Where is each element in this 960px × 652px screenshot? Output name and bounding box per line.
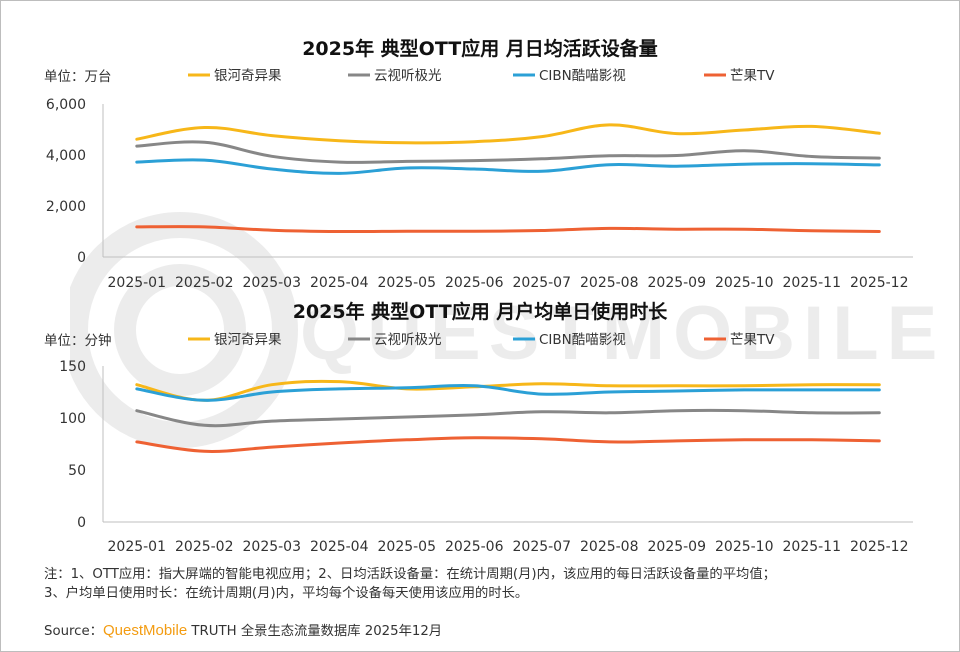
source-line: Source：QuestMobile TRUTH 全景生态流量数据库 2025年… xyxy=(44,620,442,639)
legend-label: 芒果TV xyxy=(730,68,775,84)
x-tick-label: 2025-09 xyxy=(648,539,707,555)
legend-label: CIBN酷喵影视 xyxy=(539,332,626,348)
unit-label: 单位：万台 xyxy=(44,69,112,85)
x-tick-label: 2025-11 xyxy=(783,275,842,291)
x-tick-label: 2025-08 xyxy=(580,539,639,555)
source-suffix: TRUTH 全景生态流量数据库 2025年12月 xyxy=(187,624,443,639)
x-tick-label: 2025-05 xyxy=(378,275,437,291)
x-tick-label: 2025-02 xyxy=(175,275,234,291)
series-line xyxy=(135,158,881,175)
x-tick-label: 2025-07 xyxy=(513,539,572,555)
x-tick-label: 2025-06 xyxy=(445,275,504,291)
legend-label: 云视听极光 xyxy=(374,68,442,84)
x-tick-label: 2025-12 xyxy=(850,275,909,291)
chart-title: 2025年 典型OTT应用 月户均单日使用时长 xyxy=(293,300,669,323)
chart-title: 2025年 典型OTT应用 月日均活跃设备量 xyxy=(302,37,658,60)
x-tick-label: 2025-10 xyxy=(715,539,774,555)
unit-label: 单位：分钟 xyxy=(44,332,112,349)
x-tick-label: 2025-01 xyxy=(108,539,167,555)
footnote-line-1: 注：1、OTT应用：指大屏端的智能电视应用；2、日均活跃设备量：在统计周期(月)… xyxy=(44,567,776,582)
x-tick-label: 2025-03 xyxy=(243,539,302,555)
legend-label: 云视听极光 xyxy=(374,332,442,348)
x-tick-label: 2025-10 xyxy=(715,275,774,291)
legend-label: CIBN酷喵影视 xyxy=(539,68,626,84)
y-tick-label: 2,000 xyxy=(46,199,86,215)
y-tick-label: 0 xyxy=(77,515,86,531)
x-tick-label: 2025-11 xyxy=(783,539,842,555)
x-tick-label: 2025-07 xyxy=(513,275,572,291)
x-tick-label: 2025-04 xyxy=(310,539,369,555)
y-tick-label: 4,000 xyxy=(46,148,86,164)
series-line xyxy=(135,384,881,402)
x-tick-label: 2025-06 xyxy=(445,539,504,555)
x-tick-label: 2025-09 xyxy=(648,275,707,291)
y-tick-label: 100 xyxy=(59,411,86,427)
y-tick-label: 50 xyxy=(68,463,86,479)
y-tick-label: 0 xyxy=(77,250,86,266)
series-line xyxy=(135,379,881,402)
y-tick-label: 6,000 xyxy=(46,97,86,113)
y-tick-label: 150 xyxy=(59,359,86,375)
series-line xyxy=(135,408,881,428)
series-line xyxy=(135,140,881,164)
legend-label: 银河奇异果 xyxy=(214,67,282,84)
x-tick-label: 2025-05 xyxy=(378,539,437,555)
source-prefix: Source： xyxy=(44,624,103,639)
footnote-line-2: 3、户均单日使用时长：在统计周期(月)内，平均每个设备每天使用该应用的时长。 xyxy=(44,586,529,601)
x-tick-label: 2025-04 xyxy=(310,275,369,291)
x-tick-label: 2025-08 xyxy=(580,275,639,291)
legend-label: 银河奇异果 xyxy=(214,331,282,348)
series-line xyxy=(135,123,881,145)
source-brand: QuestMobile xyxy=(102,622,188,639)
series-line xyxy=(135,436,881,453)
x-tick-label: 2025-12 xyxy=(850,539,909,555)
x-tick-label: 2025-01 xyxy=(108,275,167,291)
series-line xyxy=(135,225,881,234)
x-tick-label: 2025-03 xyxy=(243,275,302,291)
x-tick-label: 2025-02 xyxy=(175,539,234,555)
legend-label: 芒果TV xyxy=(730,332,775,348)
